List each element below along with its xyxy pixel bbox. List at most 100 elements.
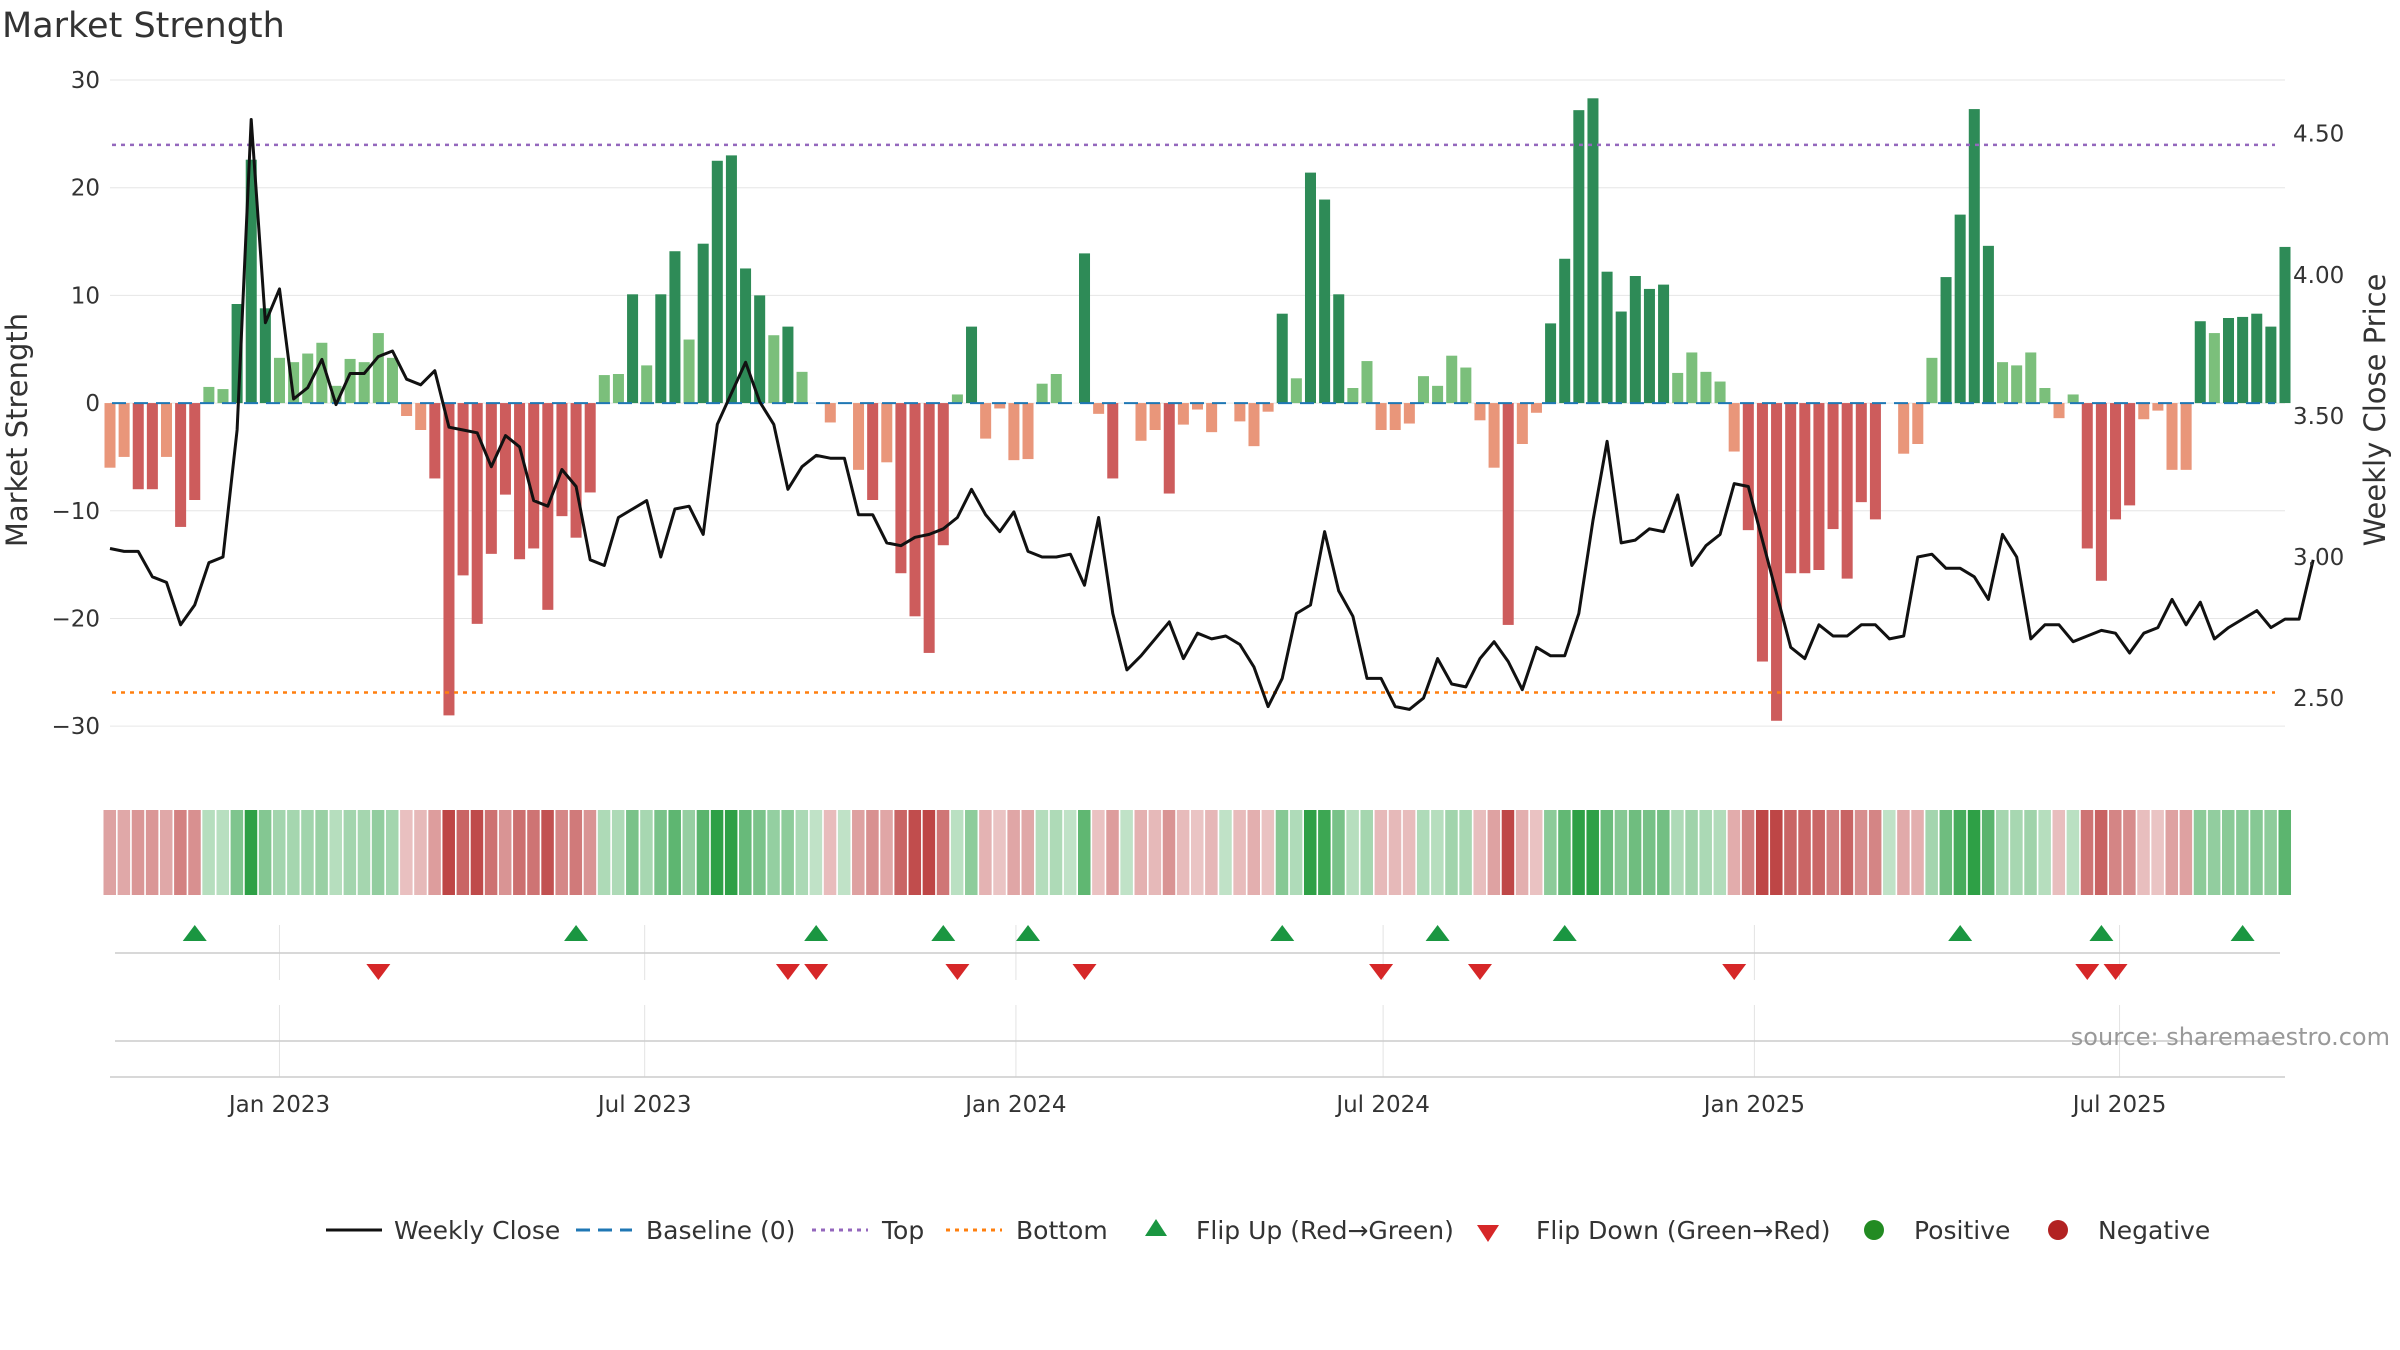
strength-bar [754,295,766,404]
strength-bar [1898,403,1910,454]
flip-down-marker [804,964,829,980]
heat-cell [456,810,470,895]
strength-bar [966,326,978,404]
heat-cell [2236,810,2249,895]
strength-bar [1926,357,1938,404]
flip-up-marker [804,925,829,941]
heat-cell [2137,810,2150,895]
strength-bar [2053,403,2065,419]
heat-cell [1685,810,1698,895]
strength-bar [443,403,455,716]
strength-bar [1149,403,1161,430]
heat-cell [1459,810,1472,895]
strength-bar [1375,403,1387,430]
legend-negative-swatch [2048,1220,2068,1240]
strength-bar [669,251,681,404]
heat-cell [2193,810,2207,895]
heat-cell [2094,810,2108,895]
heat-cell [965,810,978,895]
strength-bar [2039,388,2051,404]
strength-bar [1163,403,1175,494]
strength-bar [1050,374,1062,404]
strength-bar [2194,321,2206,404]
strength-bar [1347,388,1359,404]
strength-bar [1319,199,1331,404]
heat-cell [315,810,328,895]
flip-down-marker [2075,964,2100,980]
strength-bar [1036,383,1048,404]
heat-cell [668,810,681,895]
strength-bar [1785,403,1797,574]
strength-bar [2166,403,2178,470]
strength-bar [768,335,780,404]
strength-bar [2237,316,2249,404]
strength-bar [2251,313,2263,404]
heat-cell [1671,810,1684,895]
heat-cell [287,810,300,895]
heat-cell [1162,810,1176,895]
flip-up-marker [2230,925,2255,941]
strength-bar [1997,362,2009,404]
strength-bar [429,403,441,479]
heat-cell [2165,810,2179,895]
strength-bar [1516,403,1528,444]
heat-cell [1727,810,1741,895]
y-axis-title: Market Strength [0,313,34,547]
strength-bar [358,362,370,404]
heat-cell [1614,810,1628,895]
heat-cell [922,810,936,895]
heat-cell [2123,810,2136,895]
heat-cell [823,810,837,895]
strength-bar [288,362,300,404]
heat-cell [710,810,724,895]
strength-bar [1841,403,1853,579]
heat-cell [1049,810,1063,895]
strength-bar [1417,376,1429,404]
x-tick-label: Jul 2025 [2071,1092,2167,1118]
flip-up-marker [1016,925,1041,941]
strength-bar [1912,403,1924,444]
heat-cell [329,810,342,895]
heat-cell [202,810,215,895]
heat-cell [1657,810,1670,895]
heat-cell [767,810,780,895]
strength-bar [2279,246,2291,404]
strength-bar [2152,403,2164,411]
strength-bar [1982,245,1994,404]
heat-cell [1134,810,1148,895]
chart-title: Market Strength [2,6,285,46]
strength-bar [386,357,398,404]
strength-bar [1488,403,1500,468]
heat-cell [117,810,131,895]
heat-cell [682,810,696,895]
strength-bar [570,403,582,538]
heat-cell [1402,810,1416,895]
legend-flip-down-swatch [1477,1225,1499,1242]
strength-bar [627,294,639,404]
flip-up-marker [564,925,589,941]
strength-bar [330,385,342,404]
legend-flip-up: Flip Up (Red→Green) [1196,1216,1454,1245]
heat-cell [1190,810,1204,895]
strength-bar [1361,361,1373,404]
x-tick-label: Jan 2023 [227,1092,330,1118]
heat-cell [1120,810,1133,895]
heat-cell [597,810,611,895]
flip-down-marker [775,964,800,980]
legend: Weekly Close Baseline (0) Top Bottom Fli… [326,1216,2210,1245]
strength-bar [1333,294,1345,404]
heat-cell [272,810,286,895]
flip-down-marker [1722,964,1747,980]
heat-cell [1953,810,1967,895]
strength-bar [1234,403,1246,422]
heat-cell [936,810,950,895]
heat-cell [795,810,809,895]
heat-cell [569,810,583,895]
flip-down-marker [945,964,970,980]
heat-cell [1148,810,1162,895]
heat-cell [1784,810,1797,895]
strength-bar [796,371,808,404]
strength-bar [273,357,285,404]
strength-bar [598,375,610,404]
y-tick-label: −30 [51,714,100,740]
